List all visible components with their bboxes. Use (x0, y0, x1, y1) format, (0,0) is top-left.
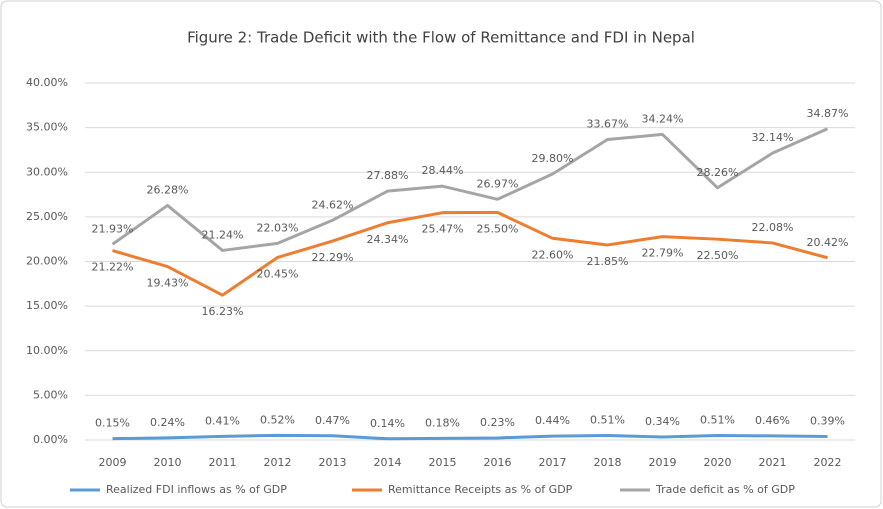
data-label: 21.24% (202, 228, 244, 241)
data-label: 34.87% (807, 107, 849, 120)
data-label: 0.47% (315, 414, 350, 427)
x-tick-label: 2015 (429, 456, 457, 469)
data-label: 25.47% (422, 223, 464, 236)
data-label: 0.51% (700, 413, 735, 426)
data-label: 22.60% (532, 248, 574, 261)
data-label: 19.43% (147, 277, 189, 290)
x-tick-label: 2009 (99, 456, 127, 469)
data-label: 22.03% (257, 221, 299, 234)
y-tick-label: 20.00% (26, 255, 68, 268)
data-label: 0.18% (425, 416, 460, 429)
data-label: 24.34% (367, 233, 409, 246)
y-tick-label: 10.00% (26, 344, 68, 357)
y-tick-label: 30.00% (26, 165, 68, 178)
data-label: 24.62% (312, 198, 354, 211)
data-label: 22.50% (697, 249, 739, 262)
series-line (112, 210, 828, 297)
x-tick-label: 2016 (484, 456, 512, 469)
x-tick-label: 2011 (209, 456, 237, 469)
y-tick-label: 5.00% (33, 388, 68, 401)
x-tick-label: 2018 (594, 456, 622, 469)
data-label: 29.80% (532, 152, 574, 165)
chart-title: Figure 2: Trade Deficit with the Flow of… (187, 29, 695, 47)
data-label: 0.15% (95, 417, 130, 430)
series-line (111, 127, 829, 252)
data-label: 25.50% (477, 222, 519, 235)
x-tick-label: 2014 (374, 456, 402, 469)
data-label: 28.44% (422, 164, 464, 177)
y-tick-label: 40.00% (26, 76, 68, 89)
x-tick-label: 2021 (759, 456, 787, 469)
data-label: 0.52% (260, 413, 295, 426)
data-label: 0.34% (645, 415, 680, 428)
data-label: 16.23% (202, 305, 244, 318)
data-label: 0.24% (150, 416, 185, 429)
data-label: 21.93% (92, 222, 134, 235)
data-label: 21.85% (587, 255, 629, 268)
data-label: 26.97% (477, 177, 519, 190)
legend-label: Trade deficit as % of GDP (655, 483, 795, 496)
data-label: 21.22% (92, 261, 134, 274)
data-label: 26.28% (147, 183, 189, 196)
y-tick-label: 35.00% (26, 121, 68, 134)
x-tick-label: 2012 (264, 456, 292, 469)
x-tick-label: 2019 (649, 456, 677, 469)
data-label: 22.29% (312, 251, 354, 264)
data-label: 0.41% (205, 414, 240, 427)
data-label: 0.46% (755, 414, 790, 427)
data-label: 0.23% (480, 416, 515, 429)
data-label: 34.24% (642, 112, 684, 125)
data-label: 0.14% (370, 417, 405, 430)
x-tick-label: 2022 (814, 456, 842, 469)
x-tick-label: 2010 (154, 456, 182, 469)
data-label: 33.67% (587, 117, 629, 130)
data-label: 27.88% (367, 169, 409, 182)
data-label: 20.45% (257, 267, 299, 280)
x-tick-label: 2020 (704, 456, 732, 469)
legend-label: Realized FDI inflows as % of GDP (106, 483, 287, 496)
series-line (112, 433, 828, 441)
data-label: 28.26% (697, 166, 739, 179)
data-label: 0.44% (535, 414, 570, 427)
data-label: 20.42% (807, 236, 849, 249)
data-label: 0.51% (590, 413, 625, 426)
legend-label: Remittance Receipts as % of GDP (388, 483, 573, 496)
x-tick-label: 2017 (539, 456, 567, 469)
y-tick-label: 0.00% (33, 433, 68, 446)
data-label: 0.39% (810, 415, 845, 428)
data-label: 22.79% (642, 247, 684, 260)
y-tick-label: 25.00% (26, 210, 68, 223)
y-tick-label: 15.00% (26, 299, 68, 312)
data-label: 22.08% (752, 221, 794, 234)
x-tick-label: 2013 (319, 456, 347, 469)
data-label: 32.14% (752, 131, 794, 144)
